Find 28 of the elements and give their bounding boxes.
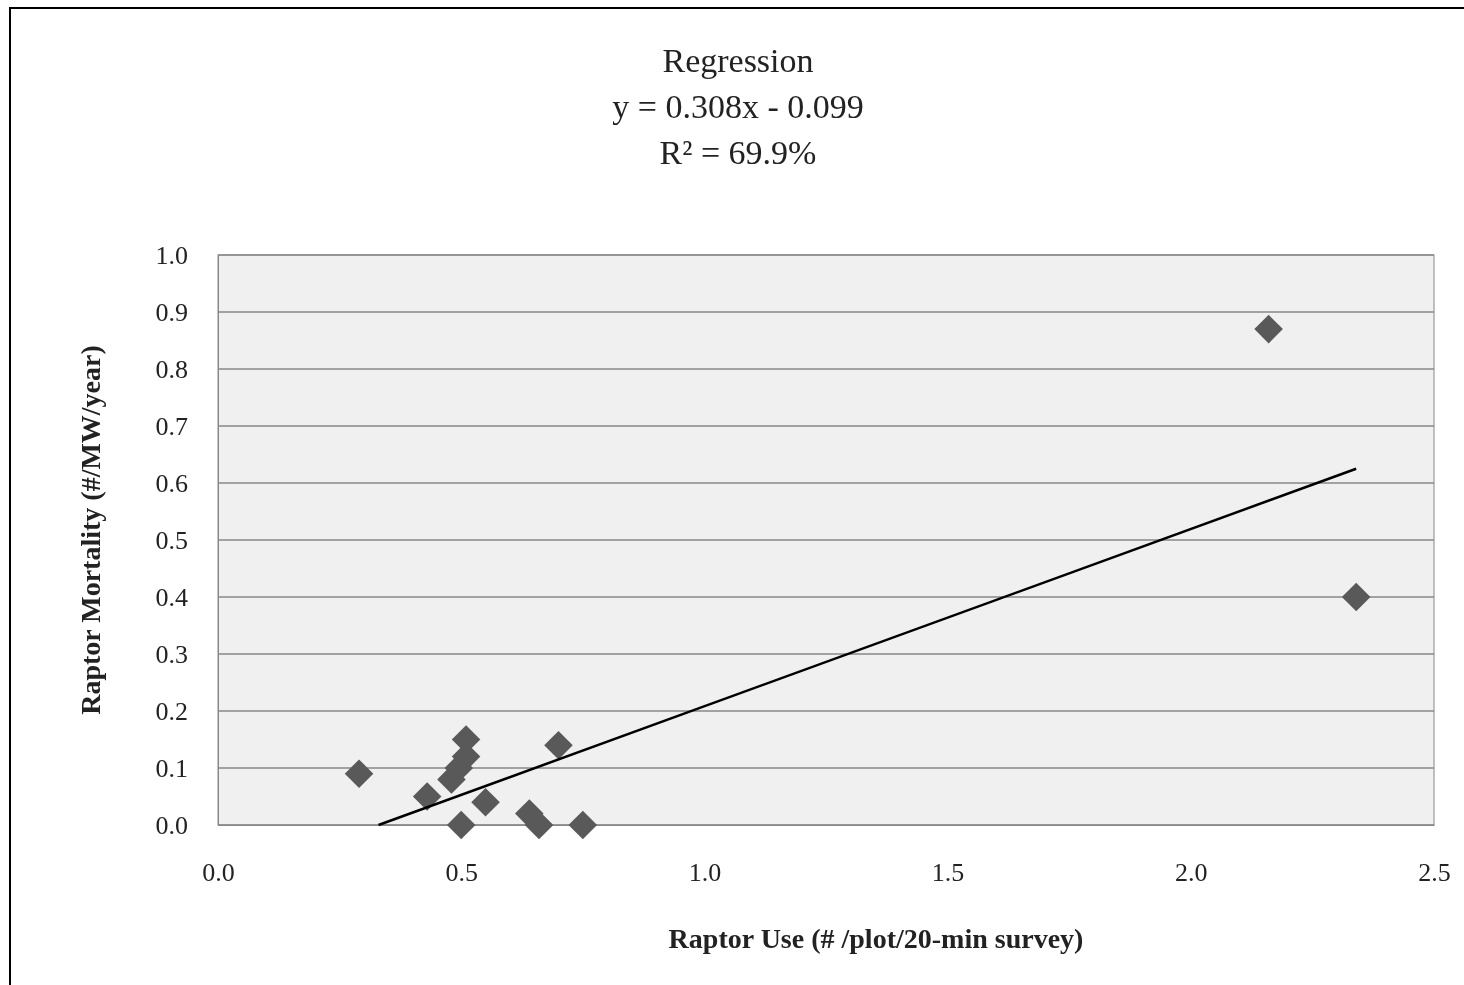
x-tick-label: 2.0 [1175,858,1208,888]
y-tick-label: 0.1 [155,753,188,783]
x-axis-title: Raptor Use (# /plot/20-min survey) [668,923,1084,954]
point [568,810,598,840]
point [412,782,442,811]
y-tick-label: 0.3 [155,639,188,669]
y-tick-label: 0.8 [155,354,188,384]
x-tick-label: 1.0 [688,858,722,888]
point [446,810,476,840]
point [1254,314,1283,344]
chart-title: Regression y = 0.308x - 0.099 R² = 69.9% [612,42,864,171]
x-tick-label: 0.5 [445,858,478,888]
point [471,787,500,817]
y-axis-title: Raptor Mortality (#/MW/year) [75,345,106,715]
y-tick-label: 0.5 [155,525,188,555]
y-tick-label: 0.2 [155,696,188,726]
y-tick-label: 1.0 [155,240,188,270]
x-tick-label: 1.5 [931,858,965,888]
y-tick-label: 0.7 [155,411,188,441]
point [344,759,374,788]
y-tick-label: 0.4 [155,582,188,612]
point [544,730,573,760]
y-tick-label: 0.0 [155,810,188,840]
y-tick-label: 0.6 [155,468,188,498]
point [1341,582,1371,612]
x-tick-label: 2.5 [1418,858,1451,888]
y-tick-label: 0.9 [155,297,188,327]
x-tick-label: 0.0 [202,858,235,888]
